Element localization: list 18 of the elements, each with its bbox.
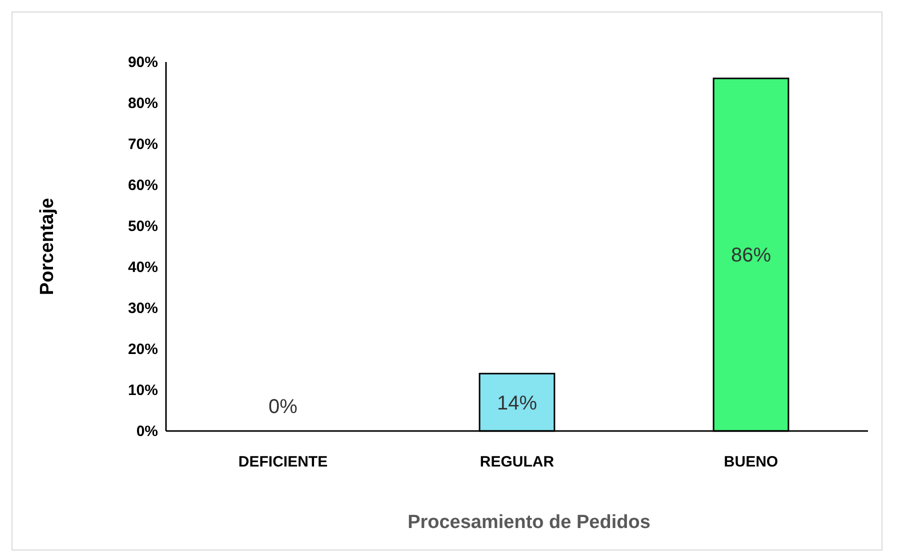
- data-label: 86%: [730, 244, 772, 267]
- y-tick-label: 50%: [128, 218, 158, 235]
- x-tick-label: BUENO: [724, 454, 778, 471]
- y-tick-label: 70%: [128, 136, 158, 153]
- y-tick-label: 80%: [128, 94, 158, 112]
- data-label: 0%: [268, 396, 298, 418]
- x-axis-title: Procesamiento de Pedidos: [408, 512, 650, 533]
- y-tick-label: 30%: [128, 300, 158, 317]
- y-tick-label: 20%: [128, 340, 158, 358]
- x-tick-label: REGULAR: [480, 454, 554, 471]
- data-label: 14%: [496, 392, 538, 414]
- y-tick-label: 60%: [128, 176, 158, 194]
- y-axis-title: Porcentaje: [37, 198, 58, 296]
- x-tick-label: DEFICIENTE: [238, 454, 328, 471]
- y-tick-label: 90%: [128, 54, 158, 71]
- y-tick-label: 10%: [128, 382, 158, 399]
- y-tick-label: 40%: [128, 258, 158, 276]
- y-tick-label: 0%: [136, 422, 158, 440]
